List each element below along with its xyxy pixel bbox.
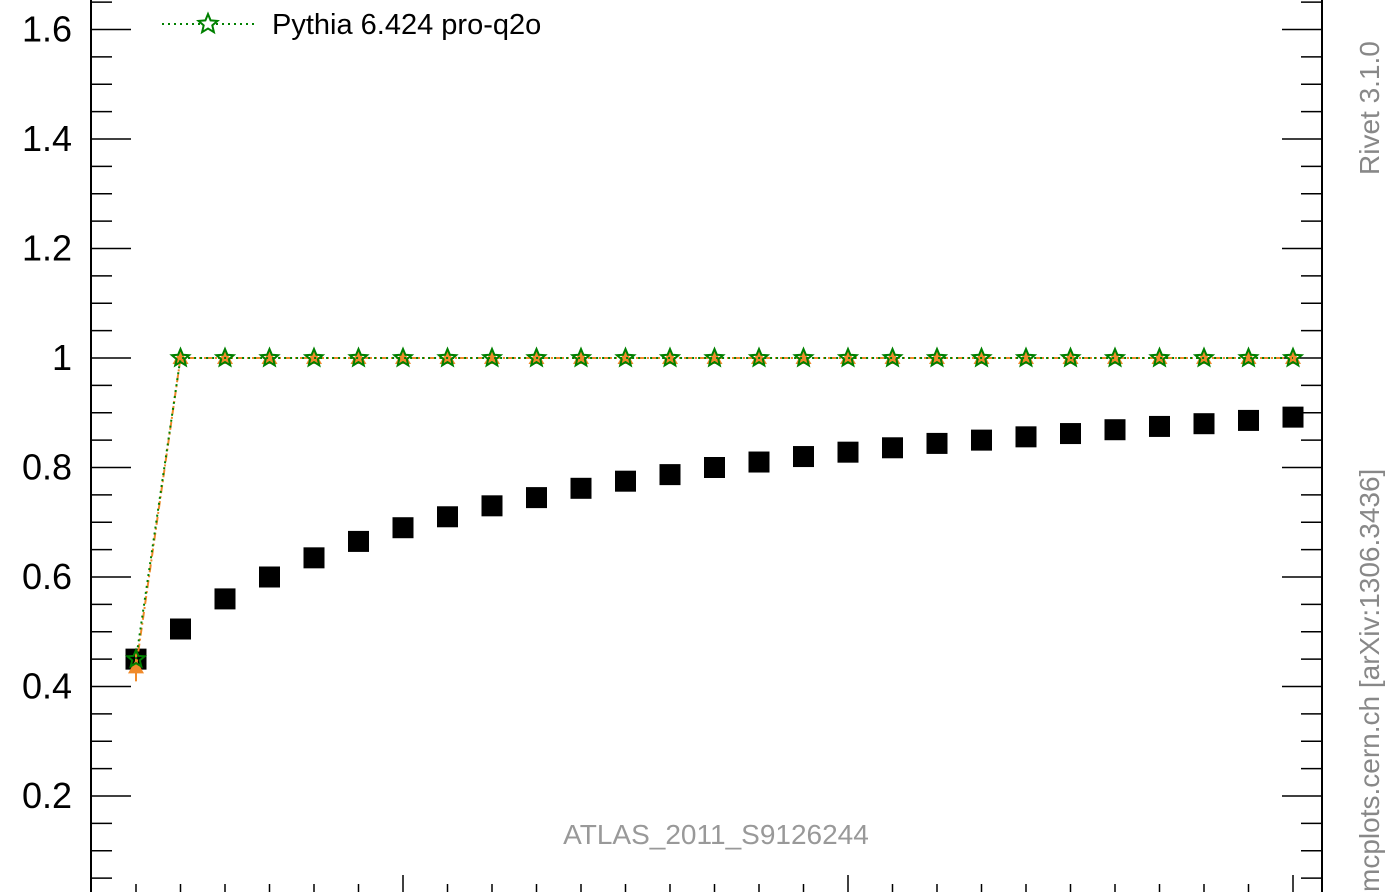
data-point: [704, 457, 725, 478]
data-point: [971, 429, 992, 451]
pythia-point: [1148, 346, 1171, 368]
pythia-point: [970, 346, 993, 368]
series-orange-mc: [128, 350, 1301, 682]
y-tick-label: 0.8: [22, 447, 72, 488]
y-tick-label: 1.6: [22, 9, 72, 50]
orange-series-line: [135, 357, 1293, 668]
pythia-point: [1014, 346, 1038, 368]
pythia-point: [347, 346, 370, 368]
rivet-version-label: Rivet 3.1.0: [1354, 41, 1385, 175]
pythia-point: [1103, 346, 1127, 368]
pythia-point: [881, 346, 904, 368]
pythia-point: [1059, 346, 1082, 368]
pythia-point: [792, 346, 815, 368]
data-point: [259, 566, 280, 588]
pythia-point: [569, 346, 593, 368]
pythia-point: [169, 346, 192, 368]
data-point: [570, 477, 592, 499]
data-point: [1149, 415, 1170, 437]
pythia-point: [124, 647, 148, 669]
data-point: [170, 618, 191, 640]
pythia-point: [302, 346, 326, 368]
pythia-point: [703, 346, 726, 368]
series-data-points: [125, 406, 1304, 670]
orange-point: [128, 659, 144, 674]
pythia-point: [436, 346, 459, 368]
y-tick-labels: 0.2 0.4 0.6 0.8 1 1.2 1.4 1.6: [22, 9, 72, 817]
y-tick-label: 1.4: [22, 118, 72, 159]
pythia-point: [480, 346, 504, 368]
plot-frame: [90, 0, 1323, 892]
pythia-point: [747, 346, 771, 368]
pythia-point: [391, 346, 415, 368]
data-point: [1193, 413, 1215, 435]
pythia-point: [213, 346, 237, 368]
pythia-point: [1192, 346, 1216, 368]
y-tick-label: 1.2: [22, 228, 72, 269]
y-tick-label: 0.4: [22, 666, 72, 707]
legend-label: Pythia 6.424 pro-q2o: [272, 9, 541, 41]
legend-star-mark: [196, 11, 220, 35]
pythia-point: [525, 346, 548, 368]
data-point: [1282, 406, 1304, 428]
data-point: [1060, 423, 1081, 445]
y-tick-label: 0.6: [22, 556, 72, 597]
mcplots-source-label: mcplots.cern.ch [arXiv:1306.3436]: [1354, 469, 1385, 892]
data-point: [481, 495, 503, 517]
data-point: [659, 464, 681, 486]
data-point: [926, 432, 948, 454]
data-point: [837, 441, 859, 463]
y-tick-label: 0.2: [22, 775, 72, 816]
pythia-point: [1237, 346, 1260, 368]
legend-star-icon: [196, 11, 220, 35]
pythia-point: [658, 346, 682, 368]
data-point: [392, 517, 414, 539]
data-point: [793, 446, 814, 468]
data-point: [526, 487, 547, 509]
y-tick-label: 1: [52, 337, 72, 378]
axis-ticks: [91, 1, 1322, 892]
pythia-point: [925, 346, 949, 368]
pythia-point: [614, 346, 637, 368]
series-layer: [124, 346, 1305, 682]
data-point: [748, 451, 770, 473]
data-point: [882, 437, 903, 459]
pythia-point: [258, 346, 281, 368]
pythia-point: [836, 346, 860, 368]
data-point: [1104, 419, 1126, 441]
data-point: [348, 530, 369, 552]
data-point: [214, 588, 236, 610]
series-pythia: [124, 346, 1305, 669]
data-point: [1238, 409, 1259, 431]
data-point: [615, 470, 636, 492]
data-point: [1015, 426, 1037, 448]
data-point: [303, 547, 325, 569]
data-point: [437, 506, 458, 528]
chart-annotation: ATLAS_2011_S9126244: [563, 819, 869, 850]
legend: Pythia 6.424 pro-q2o: [162, 9, 541, 41]
pythia-point: [1281, 346, 1305, 368]
pythia-series-line: [135, 357, 1293, 660]
